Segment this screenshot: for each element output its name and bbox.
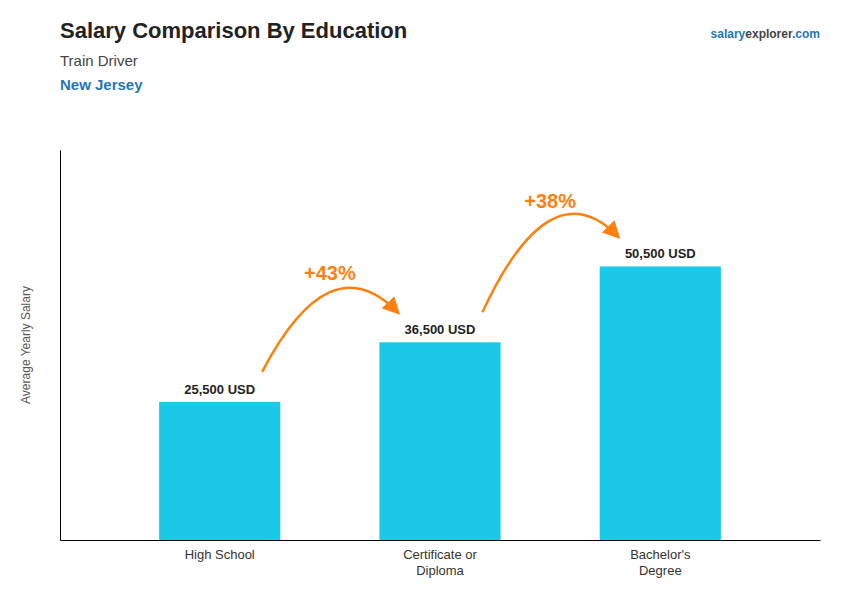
- bars: [159, 266, 721, 540]
- y-axis-line: [60, 151, 61, 541]
- bar: [379, 342, 500, 540]
- credit-part: salary: [711, 27, 746, 41]
- x-axis-line: [61, 540, 821, 541]
- credit-part: explorer: [745, 27, 793, 41]
- data-label: 25,500 USD: [184, 382, 255, 397]
- subtitle: New Jersey: [60, 76, 143, 93]
- credit: salaryexplorer.com: [711, 27, 820, 41]
- bar: [600, 266, 721, 540]
- x-tick-label: Bachelor'sDegree: [630, 547, 691, 578]
- x-tick: High School: [185, 547, 255, 562]
- x-tick: Certificate orDiploma: [403, 547, 477, 578]
- y-axis-title: Average Yearly Salary: [19, 286, 33, 404]
- x-tick-label-line: Certificate or: [403, 547, 477, 562]
- y-axis: [60, 151, 61, 541]
- annotation: +43%: [304, 262, 356, 284]
- x-tick-label-line: High School: [185, 547, 255, 562]
- arrow: [262, 288, 397, 372]
- data-label: 36,500 USD: [405, 322, 476, 337]
- plot-area: High School Certificate orDiploma Bachelor…: [19, 151, 821, 578]
- annotations: +43% +38%: [262, 190, 618, 371]
- data-labels: 25,500 USD 36,500 USD 50,500 USD: [184, 246, 695, 396]
- bar: [159, 402, 280, 540]
- annotation: +38%: [524, 190, 576, 212]
- chart-container: Salary Comparison By Education Train Driv…: [0, 0, 850, 606]
- data-label: 50,500 USD: [625, 246, 696, 261]
- x-tick-label-line: Diploma: [416, 563, 464, 578]
- title: Salary Comparison By Education: [60, 18, 407, 43]
- x-tick-label: Certificate orDiploma: [403, 547, 477, 578]
- chart-svg: Salary Comparison By Education Train Driv…: [0, 0, 850, 606]
- credit-part: .com: [792, 27, 820, 41]
- x-tick-label-line: Bachelor's: [630, 547, 691, 562]
- arrow: [482, 214, 617, 313]
- x-tick: Bachelor'sDegree: [630, 547, 691, 578]
- x-tick-label: High School: [185, 547, 255, 562]
- x-tick-label-line: Degree: [639, 563, 682, 578]
- subtitle: Train Driver: [60, 52, 138, 69]
- x-axis: High School Certificate orDiploma Bachelor…: [61, 541, 821, 578]
